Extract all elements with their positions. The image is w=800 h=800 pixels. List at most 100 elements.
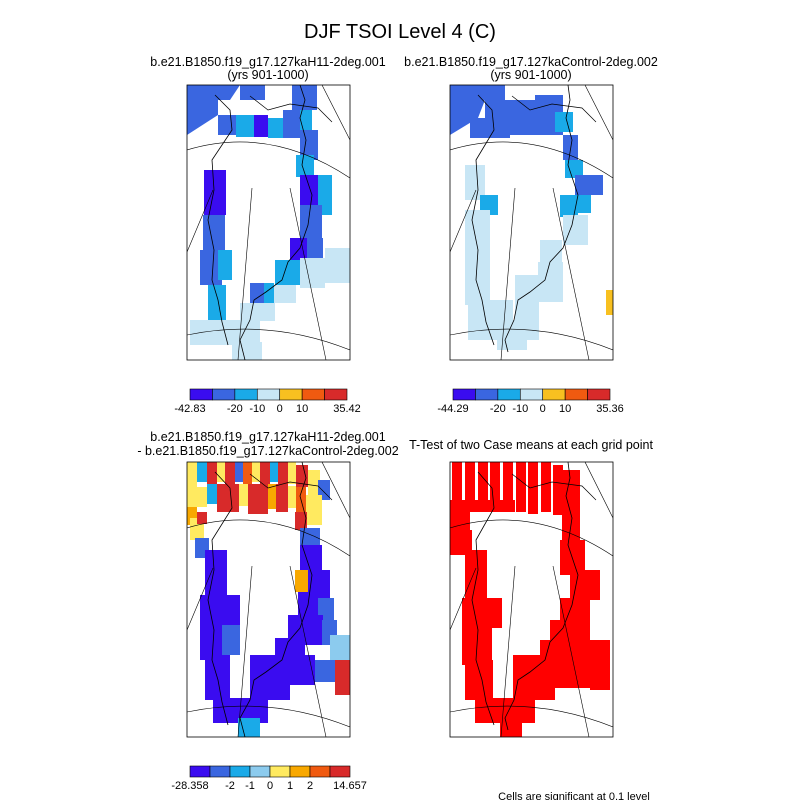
br-latitude-line <box>450 705 613 728</box>
bl-cell <box>295 512 307 530</box>
tl-cell <box>187 85 240 135</box>
tr-meridian <box>450 189 477 253</box>
bl-cell <box>197 512 207 524</box>
colorbar-tick-label: -10 <box>249 403 265 415</box>
tr-coastline <box>511 95 597 123</box>
tl-cell <box>236 115 254 137</box>
colorbar-swatch <box>189 388 213 401</box>
tr-latitude-line <box>450 141 613 179</box>
tl-cell <box>250 283 264 303</box>
br-cell <box>450 500 470 530</box>
colorbar-swatch <box>212 388 236 401</box>
bl-meridian <box>289 565 327 737</box>
br-cell <box>500 720 522 737</box>
colorbar-tick-label: -10 <box>512 403 528 415</box>
br-cell <box>465 462 475 507</box>
bl-cell <box>250 655 290 700</box>
br-meridian <box>500 565 516 737</box>
bl-cell <box>205 550 227 595</box>
bl-frame <box>186 461 351 738</box>
tl-cell <box>268 118 283 138</box>
tl-meridian <box>187 189 214 253</box>
bl-cell <box>187 507 197 525</box>
br-map <box>450 462 613 737</box>
tl-cell <box>218 115 236 135</box>
tr-coastline <box>504 85 579 353</box>
colorbar-tick-label: 35.42 <box>333 403 361 415</box>
colorbar-swatch <box>475 388 499 401</box>
tr-cell <box>575 195 591 213</box>
tl-cell <box>208 285 226 320</box>
br-meridian <box>552 565 590 737</box>
br-cell <box>555 658 590 688</box>
br-cell <box>462 598 502 628</box>
tr-latitude-line <box>450 328 613 351</box>
colorbar-swatch <box>289 765 311 778</box>
tr-map <box>450 85 613 360</box>
bl-title-line2: - b.e21.B1850.f19_g17.127kaControl-2deg.… <box>137 444 398 458</box>
bl-cell <box>300 545 322 573</box>
bl-colorbar: -28.358 -2 -1 0 1 2 14.657 <box>171 765 367 792</box>
tr-coastline <box>471 94 495 346</box>
tl-colorbar: -42.83 -20 -10 0 10 35.42 <box>174 388 361 415</box>
tl-cell <box>218 250 232 280</box>
bl-cell <box>252 462 260 482</box>
colorbar-tick-label: 35.36 <box>596 403 624 415</box>
bl-cell <box>290 655 315 685</box>
br-cell <box>465 550 487 600</box>
tr-cell <box>555 112 573 132</box>
tr-cell <box>485 100 510 118</box>
colorbar-swatch <box>309 765 331 778</box>
tl-cell <box>232 342 262 360</box>
tr-frame <box>449 84 614 361</box>
colorbar-tick-label: -20 <box>490 403 506 415</box>
br-frame <box>449 461 614 738</box>
tl-meridian <box>321 85 350 141</box>
bl-cell <box>239 484 248 506</box>
tl-cell <box>300 205 322 240</box>
bl-cell <box>278 462 288 484</box>
colorbar-swatch <box>269 765 291 778</box>
bl-latitude-line <box>187 519 350 557</box>
bl-cell <box>187 462 197 487</box>
bl-cell <box>222 625 240 655</box>
bl-cell <box>275 638 305 660</box>
bl-cell <box>248 484 268 514</box>
bl-coastline <box>207 471 233 726</box>
br-meridian <box>584 462 613 519</box>
bl-map <box>187 462 350 737</box>
colorbar-tick-label: 10 <box>559 403 571 415</box>
colorbar-swatch <box>452 388 476 401</box>
tr-cell <box>450 85 505 135</box>
tr-cell <box>465 165 485 200</box>
tl-cell <box>300 130 318 160</box>
colorbar-swatch <box>256 388 281 401</box>
colorbar-tick-label: 1 <box>287 780 293 792</box>
tl-cell <box>204 170 226 215</box>
bl-cell <box>306 495 322 525</box>
tl-map <box>187 85 350 360</box>
tr-title-line1: b.e21.B1850.f19_g17.127kaControl-2deg.00… <box>404 55 658 69</box>
colorbar-swatch <box>234 388 258 401</box>
bl-cell <box>207 462 217 484</box>
tl-cell <box>200 250 222 285</box>
colorbar-tick-label: 10 <box>296 403 308 415</box>
colorbar-swatch <box>587 388 611 401</box>
tl-latitude-line <box>187 328 350 351</box>
br-cell <box>452 462 462 502</box>
tl-cell <box>264 283 274 303</box>
tl-coastline <box>249 95 333 123</box>
tr-title-line2: (yrs 901-1000) <box>490 68 571 82</box>
br-cell <box>553 465 563 515</box>
tl-meridian <box>289 187 327 360</box>
bl-cell <box>295 570 310 592</box>
tr-cell <box>565 160 583 178</box>
br-cell <box>570 570 600 600</box>
br-cell <box>503 462 513 510</box>
bl-cell <box>235 462 243 482</box>
bl-cell <box>197 462 207 482</box>
tl-cell <box>240 85 265 100</box>
tr-meridian <box>500 187 516 360</box>
br-cell <box>478 462 488 510</box>
